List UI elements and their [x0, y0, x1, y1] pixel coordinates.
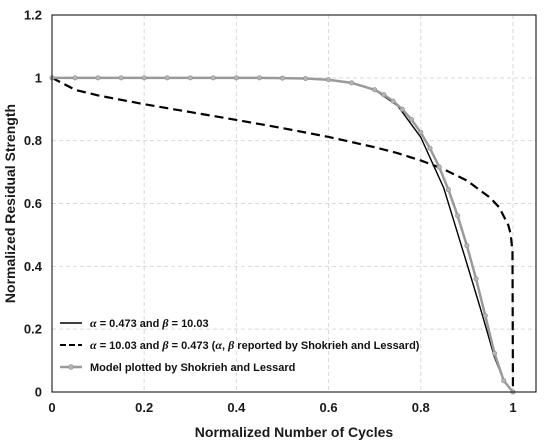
- series-point: [390, 98, 396, 104]
- x-tick-label: 0: [48, 400, 55, 415]
- y-tick-label: 0.8: [24, 133, 42, 148]
- legend-symbol: α: [90, 316, 97, 330]
- series-point: [473, 276, 479, 282]
- grid-lines: [52, 15, 536, 392]
- y-tick-label: 0.4: [24, 259, 43, 274]
- x-tick-labels: 0 0.2 0.4 0.6 0.8 1: [48, 400, 516, 415]
- series-point: [427, 145, 433, 151]
- y-axis-label: Normalized Residual Strength: [2, 104, 18, 303]
- series-point: [399, 106, 405, 112]
- legend-text-part: Model plotted by Shokrieh and Lessard: [90, 362, 295, 374]
- legend-text-part: = 10.03 and: [97, 340, 163, 352]
- legend-symbol: α: [90, 338, 97, 352]
- y-tick-label: 1.2: [24, 8, 42, 23]
- legend-text-part: = 0.473 and: [97, 318, 163, 330]
- legend-text-part: reported by Shokrieh and Lessard): [234, 340, 420, 352]
- series-point: [326, 77, 332, 83]
- series-point: [187, 75, 193, 81]
- series-point: [455, 213, 461, 219]
- legend-label: α = 0.473 and β = 10.03: [90, 316, 209, 330]
- x-axis-label: Normalized Number of Cycles: [195, 424, 394, 440]
- series-point: [141, 75, 147, 81]
- y-tick-label: 1: [35, 70, 42, 85]
- legend-symbol: β: [161, 338, 169, 352]
- series-point: [303, 75, 309, 81]
- series-line-dashed: [51, 76, 515, 393]
- series-line-model-shokrieh-lessard: [52, 76, 514, 393]
- series-point: [256, 75, 262, 81]
- legend-text-part: = 10.03: [169, 318, 209, 330]
- series-point: [501, 378, 507, 384]
- y-tick-label: 0.6: [24, 196, 42, 211]
- legend-label: Model plotted by Shokrieh and Lessard: [90, 362, 295, 374]
- x-tick-label: 0.8: [412, 400, 430, 415]
- y-tick-label: 0: [35, 385, 42, 400]
- series-point: [233, 75, 239, 81]
- series-point: [436, 164, 442, 170]
- legend-symbol: β: [161, 316, 169, 330]
- legend-symbol: β: [227, 338, 235, 352]
- series-point: [95, 75, 101, 81]
- legend: α = 0.473 and β = 10.03α = 10.03 and β =…: [60, 316, 420, 374]
- series-point: [445, 187, 451, 193]
- series-point: [492, 350, 498, 356]
- series-point: [464, 243, 470, 249]
- legend-text-part: = 0.473 (: [169, 340, 216, 352]
- series-point: [381, 92, 387, 98]
- series-point: [409, 117, 415, 123]
- series-point: [164, 75, 170, 81]
- legend-label: α = 10.03 and β = 0.473 (α, β reported b…: [90, 338, 420, 352]
- series-point: [372, 87, 378, 93]
- series-point: [118, 75, 124, 81]
- series-point: [279, 75, 285, 81]
- x-tick-label: 0.2: [135, 400, 153, 415]
- legend-text-part: ,: [222, 340, 228, 352]
- x-tick-label: 0.6: [320, 400, 338, 415]
- y-tick-label: 0.2: [24, 322, 42, 337]
- y-tick-labels: 0 0.2 0.4 0.6 0.8 1 1.2: [24, 8, 43, 400]
- series-point: [418, 129, 424, 135]
- legend-symbol: α: [215, 338, 222, 352]
- plot-frame: [51, 14, 537, 393]
- legend-marker: [68, 364, 74, 370]
- series-point: [349, 80, 355, 86]
- series-point: [210, 75, 216, 81]
- series-point: [72, 75, 78, 81]
- x-tick-label: 1: [509, 400, 516, 415]
- series-group: [49, 75, 516, 395]
- series-point: [482, 313, 488, 319]
- x-tick-label: 0.4: [227, 400, 246, 415]
